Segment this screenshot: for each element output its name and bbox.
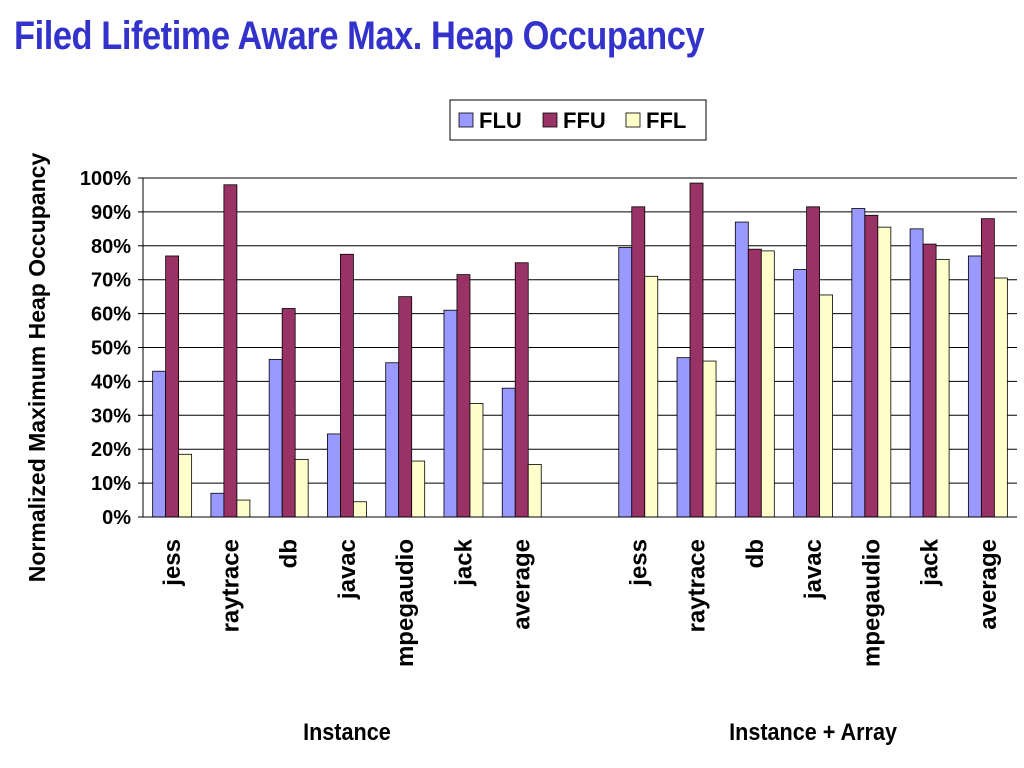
legend-swatch-ffu	[542, 112, 558, 128]
legend-label-ffu: FFU	[563, 108, 606, 133]
x-category-label: average	[509, 539, 536, 630]
x-category-label: db	[276, 539, 303, 568]
x-category-label: raytrace	[217, 539, 244, 632]
bar-ffu-javac	[340, 253, 354, 518]
bar-ffl-jack	[469, 403, 484, 518]
bar-ffl-raytrace	[702, 360, 717, 518]
bar-ffl-average	[993, 277, 1008, 518]
axis-labels: 0% 10% 20% 30% 40% 50% 60% 70% 80% 90% 100% jess ray…	[24, 153, 1002, 746]
bar-ffl-javac	[353, 501, 367, 518]
bar-ffu-average	[514, 262, 529, 518]
bar-flu-jess	[152, 370, 167, 518]
bar-ffl-jack	[935, 258, 950, 518]
bar-flu-javac	[793, 269, 807, 518]
x-category-label: raytrace	[684, 539, 711, 632]
bar-ffl-db	[760, 250, 775, 518]
bar-ffl-jess	[644, 275, 659, 518]
slide-title: Filed Lifetime Aware Max. Heap Occupancy	[14, 14, 705, 58]
bar-flu-raytrace	[676, 357, 691, 518]
y-tick-label: 40%	[91, 371, 131, 393]
y-tick-label: 30%	[91, 405, 131, 427]
bar-flu-db	[734, 221, 749, 518]
bar-ffu-jack	[922, 243, 937, 518]
legend-label-ffl: FFL	[646, 108, 686, 133]
x-category-label: mpegaudio	[392, 539, 419, 667]
x-category-label: mpegaudio	[858, 539, 885, 667]
y-tick-label: 0%	[102, 507, 131, 529]
bars	[152, 182, 1008, 518]
x-category-label: jack	[450, 538, 477, 586]
bar-flu-jess	[618, 247, 633, 518]
bar-flu-average	[501, 387, 516, 518]
y-tick-label: 90%	[91, 202, 131, 224]
x-category-label: jess	[625, 539, 652, 587]
legend: FLU FFU FFL	[449, 99, 707, 141]
legend-box	[449, 99, 707, 141]
x-group-label: Instance	[303, 718, 391, 745]
y-tick-label: 20%	[91, 439, 131, 461]
y-tick-label: 10%	[91, 473, 131, 495]
bar-flu-db	[268, 358, 283, 518]
y-tick-label: 50%	[91, 338, 131, 360]
bar-ffu-jess	[165, 255, 180, 518]
x-category-label: javac	[800, 539, 827, 600]
bar-ffu-raytrace	[689, 182, 704, 518]
x-category-label: jess	[159, 539, 186, 587]
x-category-label: jack	[917, 538, 944, 586]
bar-ffu-jack	[456, 274, 471, 518]
bar-ffl-javac	[819, 294, 833, 518]
bar-ffl-raytrace	[236, 499, 251, 518]
bar-ffu-mpegaudio	[398, 296, 413, 518]
bar-flu-mpegaudio	[851, 208, 866, 518]
y-tick-label: 80%	[91, 236, 131, 258]
y-tick-label: 70%	[91, 270, 131, 292]
legend-swatch-ffl	[625, 112, 641, 128]
legend-swatch-flu	[458, 112, 474, 128]
bar-ffl-mpegaudio	[877, 226, 892, 518]
bar-ffu-jess	[631, 206, 646, 518]
bar-ffu-mpegaudio	[864, 214, 879, 518]
bar-ffu-raytrace	[223, 184, 238, 518]
bar-ffl-db	[294, 458, 309, 518]
bar-flu-jack	[909, 228, 924, 518]
bar-flu-mpegaudio	[385, 362, 400, 518]
x-group-label: Instance + Array	[729, 718, 897, 745]
bar-flu-average	[967, 255, 982, 518]
x-category-label: average	[975, 539, 1002, 630]
legend-label-flu: FLU	[479, 108, 522, 133]
y-tick-label: 60%	[91, 304, 131, 326]
axes	[138, 177, 1017, 518]
bar-ffu-average	[980, 218, 995, 518]
bar-ffu-db	[747, 248, 762, 518]
x-category-label: javac	[334, 539, 361, 600]
y-tick-label: 100%	[80, 168, 131, 190]
bar-ffu-javac	[806, 206, 820, 518]
bar-ffl-average	[527, 464, 542, 518]
bar-flu-javac	[327, 433, 341, 518]
bar-flu-jack	[443, 309, 458, 518]
bar-ffu-db	[281, 308, 296, 518]
y-axis-title: Normalized Maximum Heap Occupancy	[24, 153, 50, 583]
x-category-label: db	[742, 539, 769, 568]
bar-ffl-jess	[178, 453, 193, 518]
bar-flu-raytrace	[210, 492, 225, 518]
bar-ffl-mpegaudio	[411, 460, 426, 518]
